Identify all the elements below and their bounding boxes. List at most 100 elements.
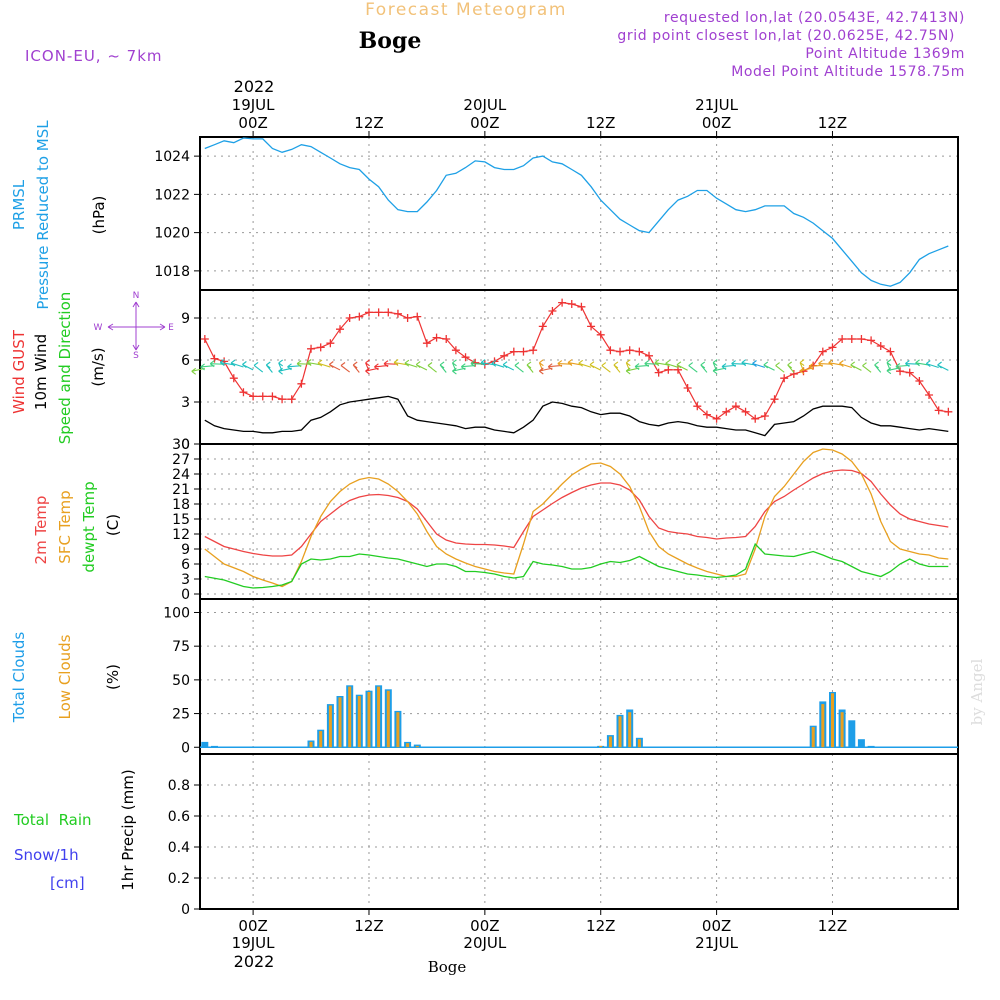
wind-gust-label: Wind GUST [10, 329, 28, 414]
dewpt-label: dewpt Temp [80, 481, 98, 572]
pressure-labels: PRMSL Pressure Reduced to MSL (hPa) [10, 120, 108, 310]
total-cloud-bar [867, 745, 875, 748]
gust-marker [442, 335, 451, 343]
cloud-unit: (%) [104, 664, 122, 690]
gust-marker [828, 343, 837, 352]
top-date-label: 21JUL [695, 96, 738, 114]
low-cloud-bar [319, 731, 323, 748]
wind-labels: Wind GUST 10m Wind Speed and Direction (… [10, 291, 174, 444]
y-tick-label: 9 [181, 311, 190, 327]
wind-arrow [578, 359, 592, 368]
wind-arrow [654, 359, 669, 367]
y-tick-label: 30 [172, 437, 190, 453]
y-tick-label: 6 [181, 353, 190, 369]
gust-marker [249, 392, 258, 401]
gust-marker [886, 347, 895, 356]
low-cloud-bar [821, 704, 825, 748]
wind-arrow [491, 359, 505, 368]
gust-marker [625, 346, 634, 355]
gust-marker [567, 300, 576, 308]
gust-marker [200, 335, 209, 343]
compass-s: S [133, 351, 139, 361]
gust-marker [577, 302, 586, 311]
wind-arrow [808, 363, 823, 370]
gust-marker [934, 406, 943, 415]
gust-marker [364, 308, 373, 317]
gust-marker [403, 314, 412, 322]
wind-arrow [634, 363, 650, 371]
total-rain-label: Total Rain [13, 811, 92, 829]
low-cloud-bar [348, 686, 352, 748]
gust-marker [268, 392, 277, 401]
gust-marker [393, 309, 402, 318]
y-tick-label: 18 [172, 497, 190, 513]
wind-arrow [721, 363, 736, 371]
gust-marker [316, 343, 325, 352]
gust-marker [229, 374, 238, 383]
compass-w: W [94, 323, 103, 333]
gust-marker [731, 402, 740, 411]
temp-labels: 2m Temp SFC Temp dewpt Temp (C) [32, 481, 122, 572]
snow-label: Snow/1h [14, 846, 79, 864]
wind-arrow [404, 359, 418, 368]
gust-marker [789, 370, 798, 378]
total-clouds-label: Total Clouds [10, 632, 28, 724]
gust-marker [722, 407, 731, 416]
low-cloud-bar [309, 741, 313, 748]
gust-marker [818, 347, 827, 356]
plot-layer: 1018102010221024036903691215182124273002… [154, 96, 959, 952]
wind-arrow [775, 362, 785, 373]
gust-marker [596, 330, 605, 339]
y-tick-label: 100 [163, 605, 190, 621]
wind-arrow [200, 363, 215, 371]
gust-marker [664, 365, 673, 374]
gust-marker [905, 368, 914, 377]
bottom-time-label: 12Z [818, 917, 847, 935]
y-tick-label: 25 [172, 707, 190, 723]
gust-marker [780, 374, 789, 383]
wind-arrow [415, 361, 428, 371]
wind-arrow [265, 361, 273, 373]
wind10m-line [204, 395, 949, 437]
chart-title: Forecast Meteogram [365, 0, 567, 20]
wind-arrow [242, 361, 254, 371]
low-cloud-bar [608, 736, 612, 748]
y-tick-label: 1020 [154, 226, 190, 242]
wind-arrow [925, 360, 939, 369]
panel-frame-wind [199, 289, 959, 445]
wind-arrow [306, 359, 321, 366]
y-tick-label: 27 [172, 452, 190, 468]
y-tick-label: 21 [172, 482, 190, 498]
footer-location: Boge [428, 958, 467, 976]
gust-marker [654, 368, 663, 377]
wind-arrow [741, 359, 756, 367]
wind-arrow [613, 361, 621, 373]
gust-marker [538, 322, 547, 331]
y-tick-label: 12 [172, 527, 190, 543]
precip-label: 1hr Precip (mm) [119, 769, 137, 890]
wind-unit: (m/s) [89, 347, 107, 386]
y-tick-label: 0.4 [168, 840, 190, 856]
bottom-date-label: 21JUL [695, 934, 738, 952]
gust-marker [751, 414, 760, 423]
gust-marker [944, 407, 953, 416]
low-cloud-bar [628, 712, 632, 748]
precip-labels: Total Rain Snow/1h [cm] 1hr Precip (mm) [13, 769, 137, 892]
gust-marker [925, 391, 934, 399]
wind-arrow [317, 359, 331, 368]
bottom-time-label: 00Z [702, 917, 731, 935]
gust-marker [876, 342, 885, 350]
gust-marker [422, 339, 431, 348]
location-title: Boge [359, 28, 422, 54]
y-tick-label: 3 [181, 572, 190, 588]
gust-marker [838, 335, 847, 343]
total-cloud-bar [201, 741, 209, 748]
top-time-label: 12Z [818, 114, 847, 132]
gust-marker [867, 336, 876, 345]
gust-marker [519, 347, 528, 356]
y-tick-label: 0.6 [168, 809, 190, 825]
requested-coordinates: requested lon,lat (20.0543E, 42.7413N) [664, 10, 965, 26]
y-tick-label: 24 [172, 467, 190, 483]
cloud-labels: Total Clouds Low Clouds (%) [10, 632, 122, 724]
y-tick-label: 9 [181, 542, 190, 558]
